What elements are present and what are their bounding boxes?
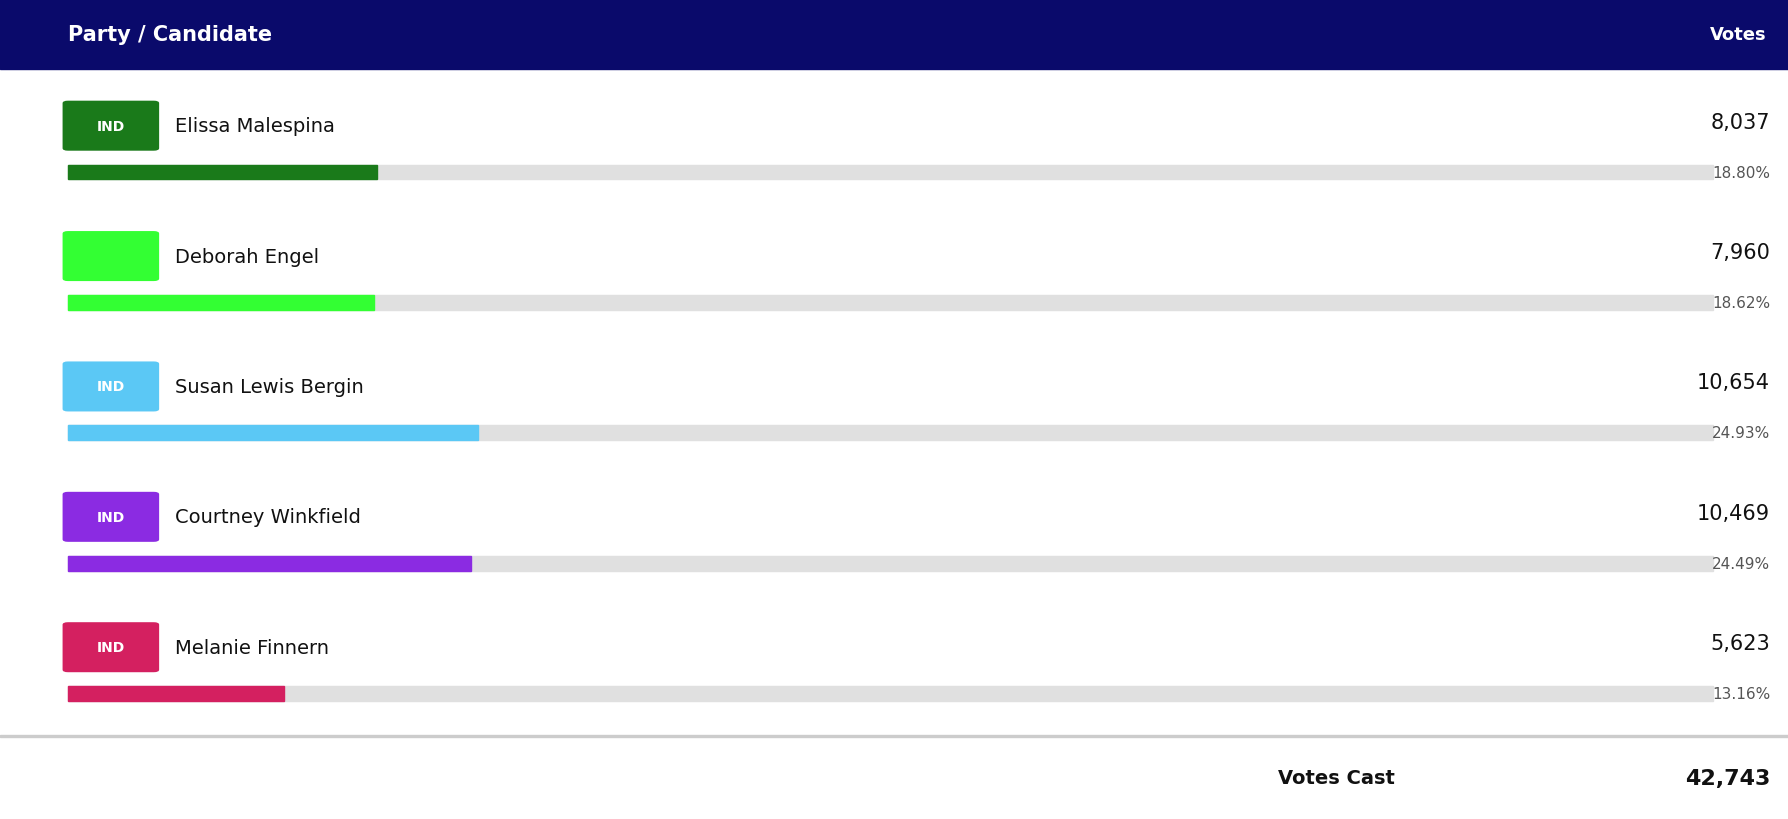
Text: 8,037: 8,037 (1711, 112, 1770, 133)
Text: IND: IND (97, 510, 125, 524)
Bar (68, 556, 470, 571)
Bar (68, 426, 477, 441)
Text: 13.16%: 13.16% (1711, 686, 1770, 701)
Bar (68, 686, 1713, 701)
Bar (68, 556, 1713, 571)
Text: 5,623: 5,623 (1711, 633, 1770, 654)
Bar (68, 426, 1713, 441)
Bar (68, 296, 374, 310)
Text: Party / Candidate: Party / Candidate (68, 25, 272, 45)
Bar (0, 0, 1788, 70)
FancyBboxPatch shape (63, 102, 159, 152)
Text: 10,654: 10,654 (1697, 373, 1770, 393)
Text: IND: IND (97, 640, 125, 654)
Text: 10,469: 10,469 (1697, 503, 1770, 523)
Text: Courtney Winkfield: Courtney Winkfield (175, 508, 361, 527)
FancyBboxPatch shape (63, 362, 159, 412)
Text: Deborah Engel: Deborah Engel (175, 247, 320, 266)
Text: Elissa Malespina: Elissa Malespina (175, 117, 334, 136)
Bar (68, 296, 1713, 310)
Text: 18.62%: 18.62% (1711, 296, 1770, 310)
FancyBboxPatch shape (63, 492, 159, 542)
Text: Melanie Finnern: Melanie Finnern (175, 638, 329, 657)
Bar (68, 165, 377, 180)
Text: 24.49%: 24.49% (1711, 556, 1770, 571)
Text: 18.80%: 18.80% (1713, 165, 1770, 180)
Text: Votes: Votes (1709, 26, 1767, 43)
FancyBboxPatch shape (63, 232, 159, 282)
Bar (0, 735, 1788, 737)
Text: Votes Cast: Votes Cast (1278, 768, 1395, 788)
Text: 42,743: 42,743 (1684, 768, 1770, 788)
Text: 7,960: 7,960 (1711, 242, 1770, 263)
Bar (68, 165, 1713, 180)
FancyBboxPatch shape (63, 622, 159, 672)
Text: IND: IND (97, 120, 125, 133)
Bar (68, 686, 284, 701)
Text: Susan Lewis Bergin: Susan Lewis Bergin (175, 378, 365, 396)
Text: 24.93%: 24.93% (1711, 426, 1770, 441)
Text: IND: IND (97, 380, 125, 394)
